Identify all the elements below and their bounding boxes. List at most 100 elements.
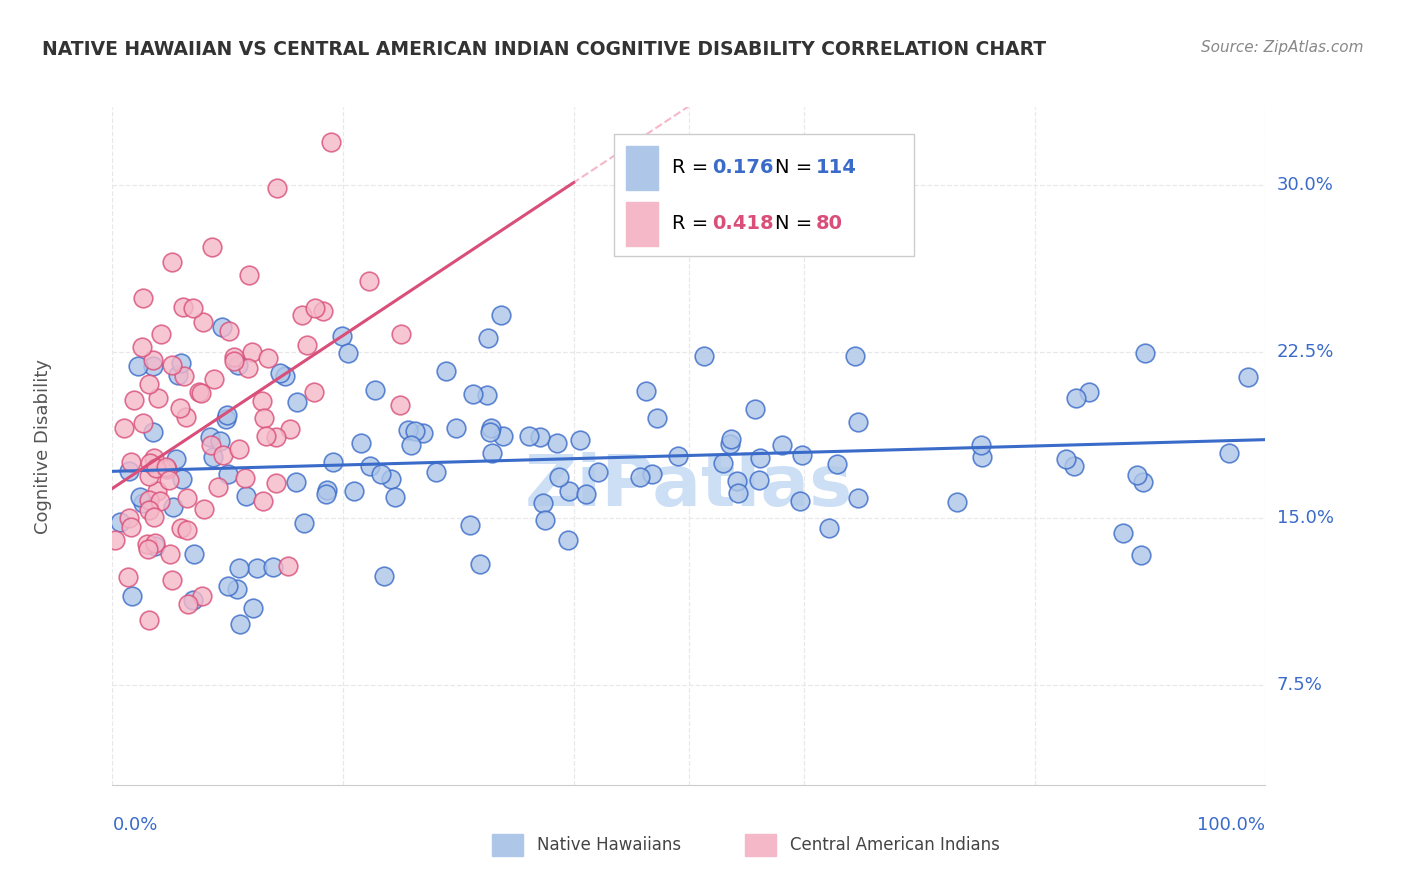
Point <box>1112 526 1135 541</box>
Point <box>846 415 869 429</box>
Text: Source: ZipAtlas.com: Source: ZipAtlas.com <box>1201 40 1364 55</box>
Point <box>162 500 184 514</box>
Point <box>165 452 187 467</box>
Point <box>312 304 335 318</box>
Point <box>546 436 568 450</box>
Point <box>135 537 157 551</box>
Point <box>228 560 250 574</box>
Point <box>122 392 145 407</box>
Point <box>118 464 141 478</box>
Point <box>285 394 308 409</box>
Point <box>264 475 287 490</box>
Point <box>120 520 142 534</box>
Point <box>396 424 419 438</box>
Point <box>209 434 232 449</box>
Point <box>131 340 153 354</box>
Point <box>478 425 501 439</box>
Point <box>304 301 326 315</box>
Point <box>138 376 160 391</box>
Point <box>173 369 195 384</box>
Point <box>444 421 467 435</box>
Point <box>297 338 319 352</box>
Point <box>176 410 198 425</box>
Point <box>138 469 160 483</box>
Point <box>146 484 169 499</box>
Point <box>463 386 485 401</box>
Point <box>946 495 969 509</box>
Point <box>460 517 482 532</box>
Point <box>531 495 554 509</box>
Text: 22.5%: 22.5% <box>1277 343 1334 360</box>
Point <box>322 454 344 468</box>
Point <box>142 425 165 440</box>
Point <box>169 401 191 416</box>
Point <box>112 421 135 435</box>
Point <box>238 268 260 282</box>
Point <box>149 494 172 508</box>
Point <box>817 521 839 535</box>
Point <box>149 327 172 342</box>
Point <box>264 430 287 444</box>
Text: Cognitive Disability: Cognitive Disability <box>34 359 52 533</box>
Point <box>104 533 127 547</box>
Text: 114: 114 <box>815 158 856 178</box>
Point <box>628 470 651 484</box>
Point <box>191 315 214 329</box>
Point <box>202 450 225 464</box>
Point <box>666 449 689 463</box>
Point <box>789 493 811 508</box>
Point <box>120 455 142 469</box>
Text: N =: N = <box>776 214 818 234</box>
Point <box>143 539 166 553</box>
Point <box>257 351 280 365</box>
Point <box>315 487 337 501</box>
Point <box>481 446 503 460</box>
Point <box>636 384 658 398</box>
Point <box>1218 446 1240 460</box>
Point <box>489 308 512 322</box>
Point <box>343 483 366 498</box>
Text: 15.0%: 15.0% <box>1277 509 1333 527</box>
Point <box>202 372 225 386</box>
Point <box>156 461 179 475</box>
Point <box>970 450 993 464</box>
Point <box>477 331 499 345</box>
Point <box>645 410 668 425</box>
Point <box>280 422 302 436</box>
Text: Central American Indians: Central American Indians <box>790 836 1000 854</box>
Point <box>529 430 551 444</box>
Point <box>1132 475 1154 489</box>
Point <box>240 344 263 359</box>
Point <box>131 291 153 305</box>
Point <box>718 437 741 451</box>
Point <box>1054 452 1077 467</box>
Point <box>159 547 181 561</box>
Point <box>176 523 198 537</box>
Point <box>534 513 557 527</box>
Point <box>117 570 139 584</box>
Point <box>350 436 373 450</box>
Point <box>1063 458 1085 473</box>
Point <box>160 573 183 587</box>
FancyBboxPatch shape <box>614 134 914 256</box>
Point <box>517 429 540 443</box>
Point <box>285 475 308 490</box>
Point <box>748 473 770 487</box>
Point <box>138 541 160 556</box>
Point <box>218 324 240 338</box>
Point <box>176 597 198 611</box>
Text: NATIVE HAWAIIAN VS CENTRAL AMERICAN INDIAN COGNITIVE DISABILITY CORRELATION CHAR: NATIVE HAWAIIAN VS CENTRAL AMERICAN INDI… <box>42 40 1046 59</box>
Point <box>479 420 502 434</box>
Point <box>727 485 749 500</box>
Point <box>1133 345 1156 359</box>
Point <box>252 494 274 508</box>
Text: R =: R = <box>672 158 714 178</box>
FancyBboxPatch shape <box>745 834 776 856</box>
Point <box>274 368 297 383</box>
Point <box>827 457 849 471</box>
Point <box>193 502 215 516</box>
Point <box>399 438 422 452</box>
Point <box>250 394 273 409</box>
Point <box>1064 391 1087 405</box>
Point <box>404 425 426 439</box>
